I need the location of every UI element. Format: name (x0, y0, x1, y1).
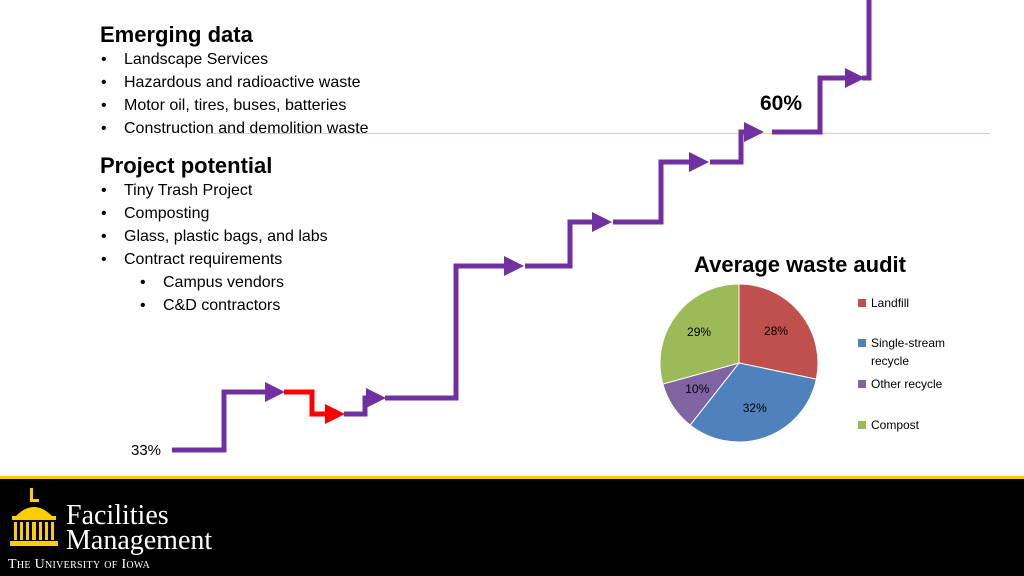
pie-slice (659, 283, 740, 385)
footer-rule (0, 476, 1024, 479)
legend-label: Landfill (871, 296, 910, 310)
legend-label: Single-stream recycle (871, 336, 946, 368)
legend-label: Compost (871, 418, 920, 432)
list-item: Tiny Trash Project (100, 179, 328, 202)
pie-slice-label: 29% (687, 325, 712, 340)
logo-line-university: The University of Iowa (8, 557, 151, 572)
legend-item: Other recycle (858, 375, 942, 393)
logo-line-facilities: Facilities (66, 500, 169, 531)
progress-step (344, 388, 386, 417)
list-item: Contract requirements (100, 248, 328, 271)
list-item: Motor oil, tires, buses, batteries (100, 94, 369, 117)
start-percentage: 33% (131, 442, 162, 459)
chart-title: Average waste audit (694, 252, 906, 277)
pie-slice (738, 283, 819, 380)
sub-list-item: C&D contractors (139, 294, 328, 317)
list-item: Composting (100, 202, 328, 225)
logo-line-management: Management (66, 525, 213, 556)
legend-item: Landfill (858, 294, 909, 312)
legend-item: Compost (858, 416, 919, 434)
legend-swatch (858, 339, 866, 347)
progress-step (525, 212, 612, 269)
list-item: Hazardous and radioactive waste (100, 71, 369, 94)
list-item: Construction and demolition waste (100, 117, 369, 140)
project-potential-section: Project potential Tiny Trash Project Com… (100, 153, 328, 317)
legend-swatch (858, 380, 866, 388)
progress-step (385, 256, 524, 401)
goal-percentage: 60% (760, 92, 803, 115)
progress-step (172, 382, 285, 453)
emerging-data-section: Emerging data Landscape Services Hazardo… (100, 22, 369, 140)
progress-step (862, 0, 872, 81)
pie-slice-label: 28% (764, 324, 789, 339)
legend-item: Single-stream recycle (858, 334, 966, 370)
pie-slice-label: 32% (742, 401, 767, 416)
emerging-data-list: Landscape Services Hazardous and radioac… (100, 48, 369, 140)
list-item: Glass, plastic bags, and labs (100, 225, 328, 248)
emerging-data-title: Emerging data (100, 22, 253, 47)
legend-label: Other recycle (871, 377, 943, 391)
legend-swatch (858, 299, 866, 307)
setback-step (284, 389, 345, 424)
progress-step (772, 68, 865, 135)
pie-slice (689, 362, 817, 443)
progress-step (710, 122, 764, 165)
list-item: Landscape Services (100, 48, 369, 71)
project-potential-list: Tiny Trash Project Composting Glass, pla… (100, 179, 328, 317)
sub-list-item: Campus vendors (139, 271, 328, 294)
pie-slice-label: 10% (685, 382, 710, 397)
legend-swatch (858, 421, 866, 429)
old-capitol-logo-icon (10, 488, 58, 546)
progress-step (613, 152, 709, 225)
project-potential-title: Project potential (100, 153, 273, 178)
footer-bar (0, 476, 1024, 576)
goal-line (205, 133, 990, 134)
